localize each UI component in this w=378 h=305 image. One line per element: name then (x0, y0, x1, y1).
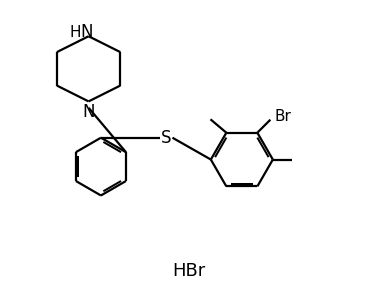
Text: N: N (82, 103, 95, 121)
Text: S: S (161, 129, 171, 147)
Text: HBr: HBr (172, 261, 206, 279)
Text: N: N (81, 23, 93, 41)
Text: H: H (69, 24, 81, 40)
Text: Br: Br (275, 109, 292, 124)
